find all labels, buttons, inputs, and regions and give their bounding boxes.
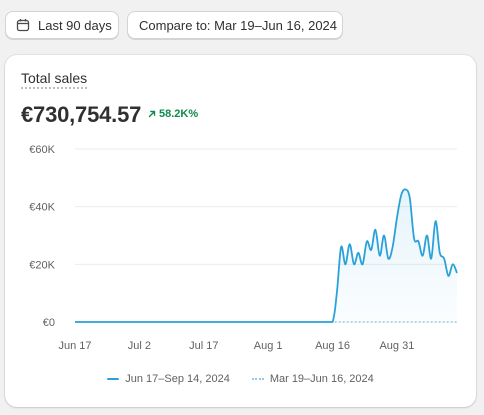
y-tick-label: €60K [29,144,55,156]
legend-swatch-dotted [251,378,264,380]
metric-change: 58.2K% [148,108,198,120]
sales-line-chart[interactable]: €0 €20K €40K €60K Jun 17 Jul 2 Jul 17 Aug 1 Aug … [5,55,476,375]
x-tick-label: Jul 17 [189,340,218,352]
legend-item-comparison[interactable]: Mar 19–Jun 16, 2024 [251,373,374,385]
compare-to-button[interactable]: Compare to: Mar 19–Jun 16, 2024 [127,11,343,39]
metric-title[interactable]: Total sales [21,70,88,89]
x-tick-label: Jun 17 [58,340,91,352]
legend-label-comparison: Mar 19–Jun 16, 2024 [269,373,374,385]
x-tick-label: Aug 31 [379,340,414,352]
y-tick-label: €0 [43,317,55,329]
series-line-current [74,188,458,323]
date-range-button[interactable]: Last 90 days [5,11,119,39]
date-range-label: Last 90 days [38,17,112,33]
metric-value: €730,754.57 [21,102,142,127]
x-tick-label: Aug 1 [254,340,283,352]
chart-legend: Jun 17–Sep 14, 2024 Mar 19–Jun 16, 2024 [5,373,476,385]
legend-label-current: Jun 17–Sep 14, 2024 [125,373,230,385]
legend-item-current[interactable]: Jun 17–Sep 14, 2024 [107,373,230,385]
calendar-icon [16,18,30,32]
x-tick-label: Aug 16 [315,340,350,352]
compare-to-label: Compare to: Mar 19–Jun 16, 2024 [139,17,338,33]
y-tick-label: €20K [29,259,55,271]
series-area-current [75,189,457,322]
y-tick-label: €40K [29,202,55,214]
metric-change-value: 58.2K% [159,108,199,120]
arrow-up-right-icon [148,110,156,118]
legend-swatch-solid [107,378,120,380]
total-sales-card: Total sales €730,754.57 58.2K% €0 €20K €40… [5,55,476,407]
x-tick-label: Jul 2 [128,340,151,352]
